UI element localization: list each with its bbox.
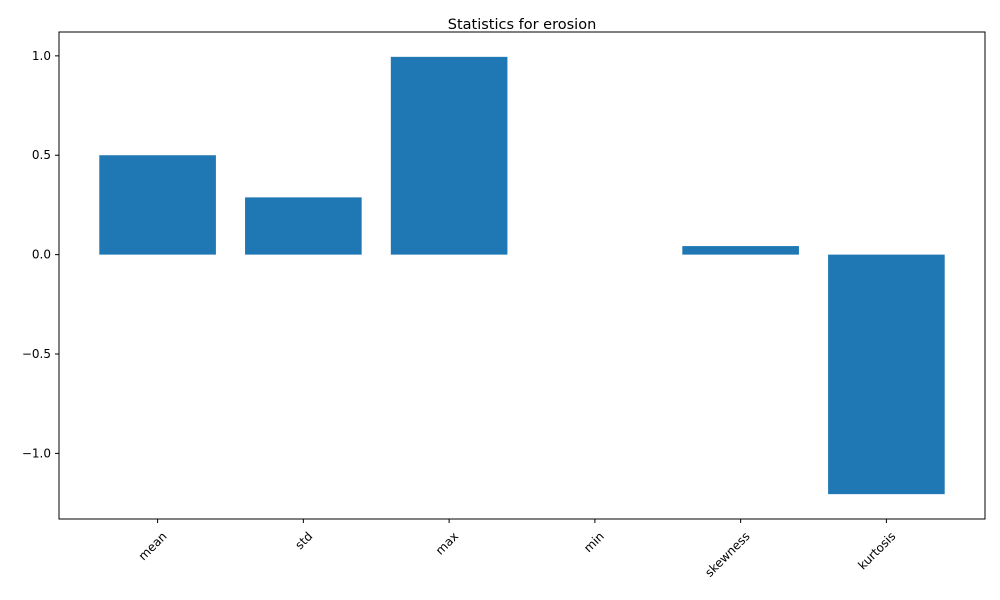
- chart-title: Statistics for erosion: [448, 17, 597, 33]
- plot-frame: [58, 31, 986, 520]
- y-tick-label: −1.0: [22, 446, 51, 460]
- y-tick-label: 1.0: [32, 49, 51, 63]
- bars-group: [99, 56, 945, 495]
- y-tick-label: 0.0: [32, 248, 51, 262]
- bar-kurtosis: [828, 254, 945, 495]
- y-axis: 1.0 0.5 0.0 −0.5 −1.0: [22, 49, 59, 460]
- bar-std: [245, 197, 362, 255]
- y-tick-label: −0.5: [22, 347, 51, 361]
- bar-skewness: [682, 246, 799, 255]
- y-tick-label: 0.5: [32, 148, 51, 162]
- bar-max: [390, 56, 508, 255]
- bar-mean: [99, 155, 216, 255]
